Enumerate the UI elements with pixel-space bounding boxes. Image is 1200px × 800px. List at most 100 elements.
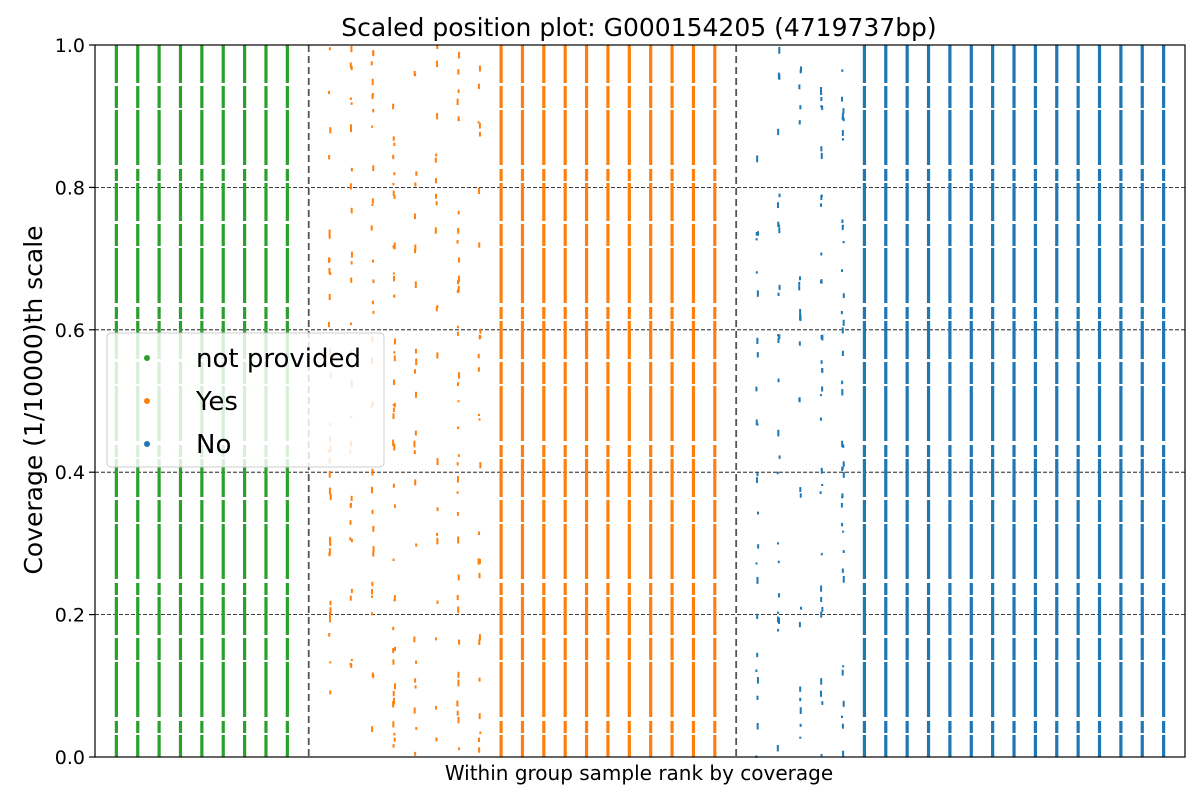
sample-point: [841, 493, 844, 498]
sample-point: [393, 402, 396, 408]
sample-point: [328, 536, 331, 544]
sample-point: [435, 153, 438, 157]
sample-point: [371, 300, 374, 305]
sample-point: [457, 716, 460, 724]
sample-point: [458, 747, 461, 751]
sample-point: [435, 737, 438, 742]
sample-point: [456, 476, 459, 483]
sample-point: [328, 90, 331, 95]
sample-point: [799, 487, 802, 492]
sample-point: [436, 507, 439, 512]
sample-point: [327, 321, 330, 328]
sample-point: [456, 511, 459, 516]
sample-point: [393, 242, 396, 250]
y-tick-label: 1.0: [55, 35, 85, 57]
sample-point: [350, 658, 353, 662]
sample-point: [413, 707, 416, 714]
sample-point: [841, 69, 844, 72]
sample-point: [436, 600, 439, 604]
sample-point: [435, 637, 438, 641]
sample-point: [820, 87, 823, 94]
sample-point: [329, 493, 332, 501]
sample-point: [777, 72, 780, 80]
sample-point: [458, 257, 461, 263]
sample-point: [434, 157, 437, 163]
sample-point: [392, 483, 395, 488]
sample-point: [372, 310, 375, 314]
sample-point: [458, 639, 461, 645]
sample-point: [819, 203, 822, 207]
sample-point: [777, 616, 780, 623]
sample-point: [414, 182, 417, 187]
sample-point: [458, 51, 461, 59]
sample-point: [415, 660, 418, 664]
sample-point: [756, 652, 759, 658]
sample-point: [371, 94, 374, 100]
sample-point: [842, 319, 845, 326]
sample-point: [372, 109, 375, 113]
sample-point: [841, 669, 844, 676]
sample-point: [820, 753, 823, 757]
sample-point: [456, 325, 459, 329]
sample-point: [821, 386, 824, 392]
sample-point: [456, 331, 459, 336]
sample-point: [372, 259, 375, 263]
legend-item-2: No: [144, 430, 231, 460]
y-axis-ticks: 0.0 0.2 0.4 0.6 0.8 1.0: [55, 35, 95, 769]
sample-point: [436, 460, 439, 466]
sample-point: [477, 368, 480, 372]
sample-point: [756, 723, 759, 730]
sample-point: [328, 293, 331, 300]
sample-point: [371, 581, 374, 587]
sample-point: [329, 690, 332, 695]
legend-item-1: Yes: [144, 387, 238, 417]
sample-point: [436, 352, 439, 359]
sample-point: [842, 750, 845, 758]
sample-point: [840, 715, 843, 719]
plot-frame: [94, 44, 1186, 758]
sample-point: [478, 634, 481, 641]
sample-point: [757, 231, 760, 236]
sample-point: [413, 440, 416, 448]
sample-point: [328, 633, 331, 637]
sample-point: [756, 352, 759, 358]
sample-point: [841, 130, 844, 136]
sample-point: [821, 368, 824, 373]
sample-point: [478, 65, 481, 72]
sample-point: [755, 386, 758, 392]
legend-label: Yes: [195, 387, 238, 417]
sample-point: [457, 69, 460, 75]
sample-point: [392, 690, 395, 697]
sample-point: [777, 128, 780, 136]
sample-point: [478, 122, 481, 129]
sample-point: [777, 334, 780, 337]
sample-point: [778, 455, 781, 459]
sample-point: [800, 606, 803, 610]
sample-point: [393, 732, 396, 736]
sample-point: [414, 348, 417, 354]
sample-point: [371, 198, 374, 204]
sample-point: [350, 663, 353, 668]
sample-point: [799, 314, 802, 321]
sample-point: [392, 558, 395, 562]
x-axis-label: Within group sample rank by coverage: [445, 761, 833, 785]
series-2-sample-1: [776, 46, 781, 752]
sample-point: [840, 310, 843, 315]
sample-point: [328, 47, 331, 51]
sample-point: [798, 84, 801, 90]
sample-point: [393, 142, 396, 146]
sample-point: [393, 595, 396, 602]
legend-label: No: [196, 430, 231, 460]
sample-point: [349, 595, 352, 601]
sample-point: [820, 467, 823, 474]
sample-point: [478, 747, 481, 753]
sample-point: [415, 171, 418, 176]
sample-point: [329, 619, 332, 623]
sample-point: [372, 525, 375, 532]
sample-point: [372, 279, 375, 283]
sample-point: [842, 241, 845, 244]
sample-point: [350, 495, 353, 501]
sample-point: [329, 607, 332, 614]
sample-point: [350, 102, 353, 105]
sample-point: [328, 235, 331, 239]
